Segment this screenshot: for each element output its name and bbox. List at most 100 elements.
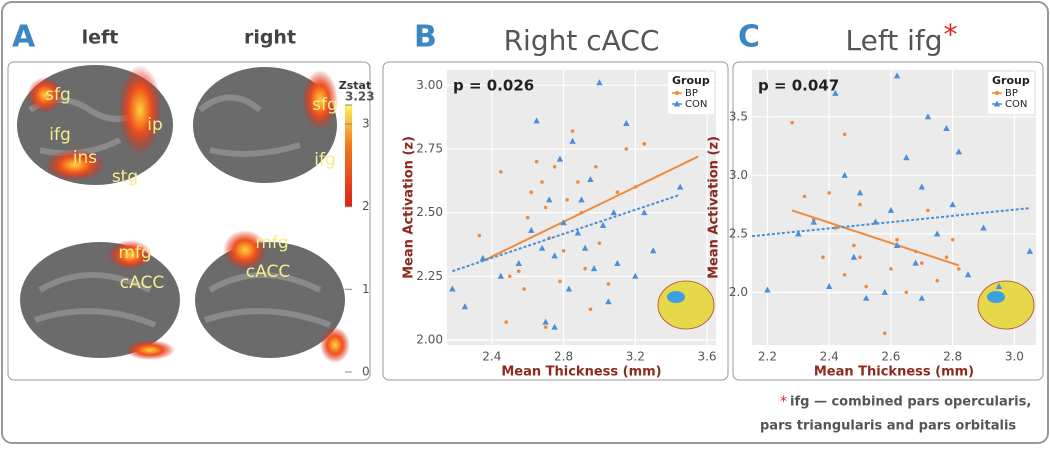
- point: [558, 279, 562, 284]
- point: [904, 290, 909, 295]
- point: [882, 331, 887, 336]
- point: [842, 272, 847, 277]
- panel-a-frame: [7, 61, 371, 381]
- point: [881, 288, 888, 295]
- legend-label: CON: [685, 99, 707, 110]
- region-label: mfg: [255, 233, 288, 253]
- legend-title: Group: [992, 74, 1030, 87]
- point: [802, 194, 807, 199]
- point: [578, 196, 585, 203]
- point: [895, 237, 899, 242]
- point: [581, 244, 589, 251]
- point: [583, 266, 587, 271]
- legend-label: CON: [1005, 99, 1027, 110]
- point: [1026, 247, 1034, 254]
- point: [529, 190, 534, 195]
- y-axis-label: Mean Activation (z): [707, 136, 722, 279]
- point: [841, 171, 848, 178]
- region-label: sfg: [45, 85, 71, 105]
- point: [821, 255, 825, 260]
- point: [614, 260, 621, 267]
- point: [515, 260, 522, 267]
- point: [918, 183, 925, 190]
- x-tick-label: 2.2: [758, 350, 777, 364]
- inset-roi: [667, 291, 685, 303]
- point: [935, 278, 940, 283]
- region-label: cACC: [120, 273, 164, 293]
- colorbar-title: Zstat: [339, 79, 371, 92]
- colorbar-tick-label: 2: [362, 199, 370, 213]
- point: [597, 241, 602, 245]
- footnote-line: pars triangularis and pars orbitalis: [760, 419, 1016, 434]
- legend-marker: [993, 100, 1001, 107]
- region-label: ifg: [49, 125, 71, 145]
- y-tick-label: 2.75: [416, 141, 443, 155]
- point: [551, 252, 558, 259]
- legend-marker: [995, 91, 999, 95]
- colorbar-tick-label: 1: [362, 282, 370, 296]
- fit-line: [791, 209, 960, 267]
- colorbar-tick-label: 3: [362, 117, 370, 131]
- x-tick-label: 2.6: [881, 350, 900, 364]
- x-tick-label: 2.8: [554, 350, 573, 364]
- point: [926, 208, 930, 213]
- point: [943, 125, 950, 132]
- point: [650, 247, 657, 254]
- x-axis-label: Mean Thickness (mm): [501, 365, 661, 380]
- point: [552, 164, 557, 169]
- x-tick-label: 3.2: [626, 350, 645, 364]
- point: [893, 72, 901, 79]
- point: [525, 215, 530, 220]
- y-tick-label: 3.5: [729, 109, 748, 123]
- point: [551, 323, 558, 330]
- column-label: right: [244, 27, 296, 49]
- point: [980, 224, 987, 231]
- panel-b-frame: [382, 61, 729, 381]
- point: [995, 282, 1003, 289]
- region-label: ins: [73, 148, 97, 168]
- point: [565, 285, 573, 292]
- point: [912, 259, 919, 266]
- point: [641, 209, 648, 216]
- point: [596, 79, 603, 86]
- point: [461, 303, 469, 310]
- point: [610, 209, 617, 216]
- point: [676, 183, 684, 190]
- chart-title: Left ifg: [846, 24, 943, 57]
- point: [624, 147, 629, 151]
- point: [827, 191, 831, 195]
- x-axis-label: Mean Thickness (mm): [814, 365, 974, 380]
- point: [542, 318, 549, 325]
- point: [615, 190, 620, 195]
- point: [576, 180, 580, 184]
- point: [864, 284, 869, 289]
- x-tick-label: 2.4: [820, 350, 839, 364]
- point: [950, 237, 955, 242]
- p-value: p = 0.047: [758, 77, 839, 95]
- point: [955, 148, 963, 155]
- point: [560, 219, 567, 226]
- x-tick-label: 2.8: [943, 350, 962, 364]
- point: [918, 294, 925, 301]
- point: [893, 242, 901, 249]
- region-label: ifg: [314, 150, 336, 170]
- point: [528, 226, 535, 233]
- title-mark: *: [944, 18, 958, 51]
- panel-label: A: [12, 20, 36, 55]
- point: [852, 243, 856, 248]
- legend-label: BP: [685, 88, 698, 99]
- panel-label: B: [414, 20, 437, 55]
- point: [919, 261, 924, 265]
- point: [606, 282, 611, 286]
- point: [543, 205, 548, 210]
- colorbar: [345, 105, 352, 207]
- footnote-mark: *: [780, 394, 787, 410]
- point: [507, 274, 512, 279]
- point: [832, 89, 839, 96]
- point: [924, 113, 932, 120]
- point: [949, 201, 956, 208]
- y-axis-label: Mean Activation (z): [402, 136, 417, 279]
- point: [497, 272, 504, 279]
- legend-marker: [673, 100, 681, 107]
